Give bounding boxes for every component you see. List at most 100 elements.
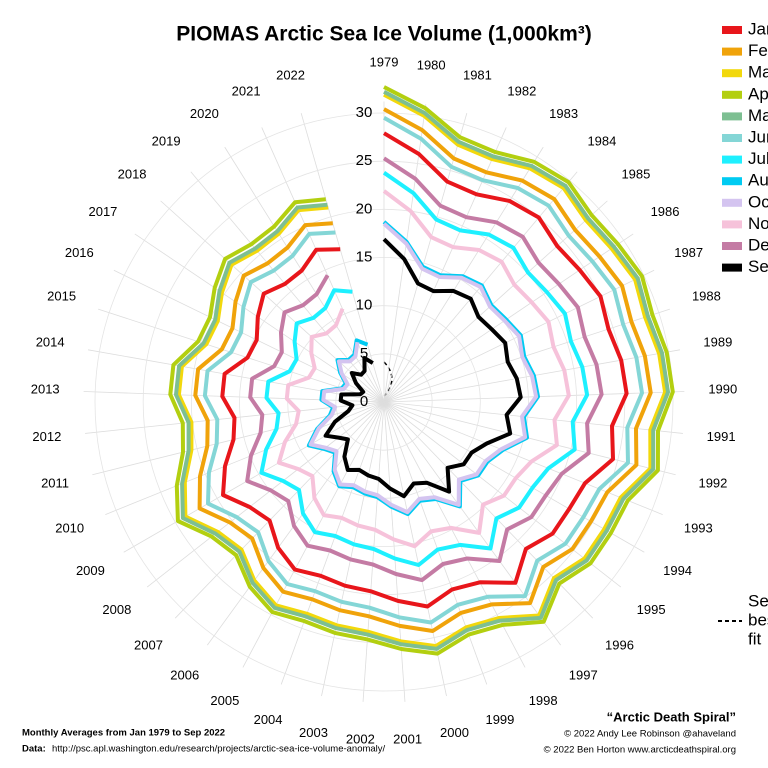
angle-tick-label: 1995 <box>637 602 666 617</box>
grid-ring <box>335 353 433 451</box>
credit-title: “Arctic Death Spiral” <box>607 709 736 724</box>
spoke <box>92 401 385 476</box>
legend-label: February <box>748 41 768 60</box>
angle-tick-label: 1990 <box>708 382 737 397</box>
spoke <box>87 349 385 403</box>
angle-tick-label: 2001 <box>393 732 422 747</box>
angle-tick-label: 2007 <box>134 637 163 652</box>
labels: 1979 1980 1981 1982 1983 1984 1985 1986 1987 1988… <box>31 19 768 746</box>
r-tick-label: 0 <box>360 393 368 410</box>
series-line <box>176 92 668 649</box>
angle-tick-label: 2014 <box>36 335 65 350</box>
legend-label: June <box>748 127 768 146</box>
series-line <box>276 189 571 549</box>
spoke <box>98 308 385 403</box>
angle-tick-label: 1998 <box>529 693 558 708</box>
legend-swatch <box>722 69 742 78</box>
angle-tick-label: 1987 <box>674 245 703 260</box>
angle-tick-label: 2000 <box>440 725 469 740</box>
legend-swatch <box>722 220 742 229</box>
fit-label: Sep <box>748 591 768 610</box>
source-url: http://psc.apl.washington.edu/research/p… <box>52 744 386 755</box>
legend-label: January <box>748 19 768 38</box>
legend-label: July <box>748 149 768 168</box>
legend-swatch <box>722 155 742 164</box>
source-label: Data: <box>22 744 46 755</box>
fit-label: best <box>748 610 768 629</box>
spoke <box>321 401 385 697</box>
series-lines <box>168 85 675 656</box>
fit-label: fit <box>748 629 762 648</box>
spoke <box>113 269 385 403</box>
angle-tick-label: 1984 <box>587 134 616 149</box>
r-tick-label: 30 <box>356 104 373 121</box>
spoke <box>123 401 385 553</box>
legend-swatch <box>722 263 742 272</box>
credit: © 2022 Andy Lee Robinson @ahaveland <box>564 729 736 740</box>
legend-label: March <box>748 63 768 82</box>
series-line <box>174 90 670 651</box>
spoke <box>383 401 683 434</box>
angle-tick-label: 2002 <box>346 732 375 747</box>
legend-swatch <box>722 26 742 34</box>
r-tick-label: 5 <box>360 345 368 362</box>
angle-tick-label: 1981 <box>463 68 492 83</box>
chart-title: PIOMAS Arctic Sea Ice Volume (1,000km³) <box>176 23 592 46</box>
r-tick-label: 10 <box>356 297 373 314</box>
series-line <box>193 107 653 633</box>
angle-tick-label: 1985 <box>621 167 650 182</box>
spoke <box>146 401 385 588</box>
series-line <box>245 156 604 583</box>
legend-swatch <box>722 90 742 99</box>
angle-tick-label: 2020 <box>190 106 219 121</box>
series-line <box>202 116 644 625</box>
angle-tick-label: 1982 <box>507 84 536 99</box>
spoke <box>83 391 385 403</box>
spoke <box>383 112 468 403</box>
angle-tick-label: 2004 <box>254 712 283 727</box>
series-line <box>220 131 629 609</box>
angle-tick-label: 2019 <box>152 134 181 149</box>
spoke <box>190 171 385 403</box>
angle-tick-label: 2017 <box>88 204 117 219</box>
spoke <box>383 401 663 515</box>
angle-tick-label: 2013 <box>31 382 60 397</box>
legend-label: October <box>748 192 768 211</box>
spoke <box>224 146 385 403</box>
angle-tick-label: 2006 <box>170 668 199 683</box>
angle-tick-label: 2021 <box>232 84 261 99</box>
spoke <box>242 401 385 668</box>
angle-tick-label: 1993 <box>684 520 713 535</box>
spoke <box>280 401 385 685</box>
angle-tick-label: 1986 <box>651 204 680 219</box>
angle-tick-label: 2010 <box>55 520 84 535</box>
legend-swatch <box>722 47 742 56</box>
r-tick-label: 15 <box>356 248 373 265</box>
angle-tick-label: 2022 <box>276 68 305 83</box>
angle-tick-label: 2015 <box>47 289 76 304</box>
legend-label: May <box>748 106 768 125</box>
subtitle: Monthly Averages from Jan 1979 to Sep 20… <box>22 728 225 739</box>
angle-tick-label: 1996 <box>605 637 634 652</box>
angle-tick-label: 1991 <box>707 429 736 444</box>
legend-label: September <box>748 257 768 276</box>
legend-label: April <box>748 84 768 103</box>
angle-tick-label: 2005 <box>210 693 239 708</box>
legend-label: November <box>748 214 768 233</box>
legend-swatch <box>722 198 742 207</box>
spoke <box>300 112 385 403</box>
angle-tick-label: 2008 <box>102 602 131 617</box>
series-line <box>259 171 590 567</box>
angle-tick-label: 1999 <box>485 712 514 727</box>
spoke <box>383 401 488 685</box>
spoke <box>160 200 385 403</box>
angle-tick-label: 1997 <box>569 668 598 683</box>
r-tick-label: 20 <box>356 200 373 217</box>
series-line <box>323 237 523 499</box>
angle-tick-label: 1980 <box>417 58 446 73</box>
angle-tick-label: 1988 <box>692 289 721 304</box>
angle-tick-label: 2003 <box>299 725 328 740</box>
legend-label: August <box>748 171 768 190</box>
credit: © 2022 Ben Horton www.arcticdeathspiral.… <box>544 745 736 756</box>
